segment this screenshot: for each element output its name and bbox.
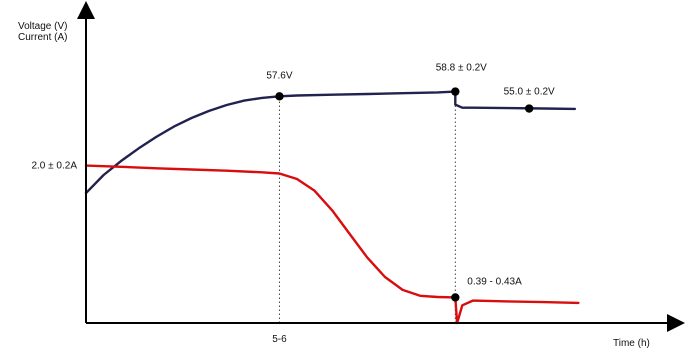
voltage-series-line xyxy=(84,90,577,195)
axes xyxy=(77,1,685,332)
point-markers xyxy=(275,87,534,302)
data-point-marker xyxy=(524,104,534,113)
annotation-label: 2.0 ± 0.2A xyxy=(31,161,77,172)
x-axis-label: Time (h) xyxy=(613,338,650,349)
data-point-marker xyxy=(451,293,460,302)
series-lines xyxy=(84,90,580,325)
data-point-marker xyxy=(275,92,284,101)
y-axis-label-line: Voltage (V) xyxy=(18,21,67,32)
guide-lines xyxy=(278,96,456,323)
current-series-line xyxy=(84,164,580,325)
annotation-label: 55.0 ± 0.2V xyxy=(504,87,555,98)
data-point-marker xyxy=(451,87,460,96)
x-tick-label: 5-6 xyxy=(272,334,287,345)
text-labels: Voltage (V)Current (A) Time (h) 5-6 57.6V 58… xyxy=(18,21,650,349)
annotation-label: 0.39 - 0.43A xyxy=(467,276,522,287)
y-axis-label-line: Current (A) xyxy=(18,32,67,43)
annotation-label: 58.8 ± 0.2V xyxy=(436,63,487,74)
annotation-label: 57.6V xyxy=(266,70,292,81)
